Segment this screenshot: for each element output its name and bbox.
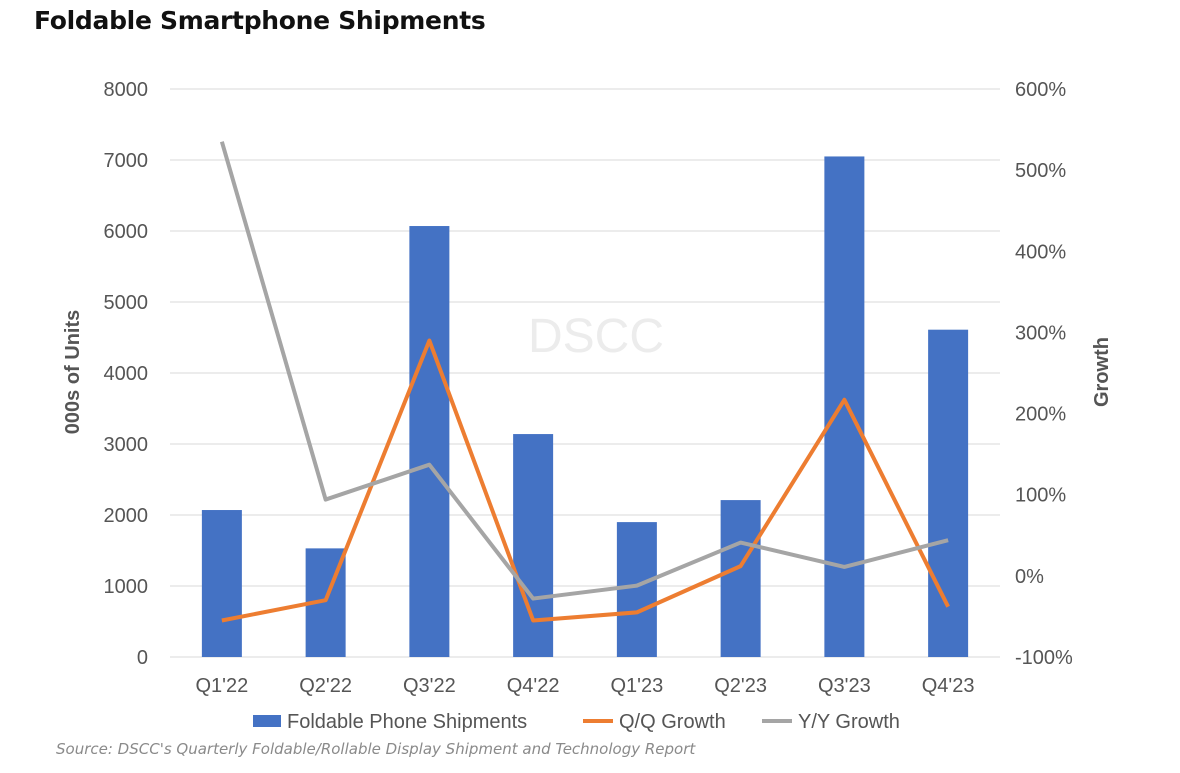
x-tick-label: Q2'23: [714, 675, 767, 697]
bar: [824, 156, 865, 657]
bar: [513, 434, 554, 657]
legend-label: Q/Q Growth: [619, 711, 726, 733]
x-tick-label: Q4'23: [922, 675, 975, 697]
y2-tick-label: 600%: [1015, 79, 1066, 101]
y-tick-label: 7000: [104, 150, 149, 172]
y-tick-label: 5000: [104, 292, 149, 314]
source-note: Source: DSCC's Quarterly Foldable/Rollab…: [56, 740, 696, 758]
y-tick-label: 0: [137, 647, 148, 669]
x-tick-label: Q1'22: [196, 675, 249, 697]
x-tick-label: Q3'22: [403, 675, 456, 697]
y2-tick-label: 300%: [1015, 322, 1066, 344]
bar: [616, 522, 657, 657]
legend-label: Y/Y Growth: [798, 711, 900, 733]
x-tick-label: Q3'23: [818, 675, 871, 697]
x-tick-label: Q4'22: [507, 675, 560, 697]
chart-title: Foldable Smartphone Shipments: [34, 6, 486, 35]
x-tick-label: Q2'22: [299, 675, 352, 697]
y-axis-label: 000s of Units: [62, 310, 84, 434]
y-tick-label: 8000: [104, 79, 149, 101]
bar: [201, 510, 242, 657]
y2-tick-label: 200%: [1015, 404, 1066, 426]
legend-swatch: [253, 715, 281, 727]
bar: [409, 226, 450, 657]
y-tick-label: 3000: [104, 434, 149, 456]
y2-tick-label: 100%: [1015, 485, 1066, 507]
y2-tick-label: 0%: [1015, 566, 1044, 588]
y-tick-label: 1000: [104, 576, 149, 598]
y2-axis-label: Growth: [1091, 337, 1113, 407]
series-line-y-y-growth: [219, 141, 949, 601]
x-tick-label: Q1'23: [611, 675, 664, 697]
y2-tick-label: 400%: [1015, 241, 1066, 263]
y2-tick-label: 500%: [1015, 160, 1066, 182]
y-tick-label: 4000: [104, 363, 149, 385]
bar: [720, 500, 761, 657]
y-tick-label: 6000: [104, 221, 149, 243]
bar: [928, 329, 969, 657]
y-tick-label: 2000: [104, 505, 149, 527]
series-line-q-q-growth: [221, 338, 950, 623]
watermark: DSCC: [528, 310, 664, 363]
legend-label: Foldable Phone Shipments: [287, 711, 527, 733]
y2-tick-label: -100%: [1015, 647, 1073, 669]
